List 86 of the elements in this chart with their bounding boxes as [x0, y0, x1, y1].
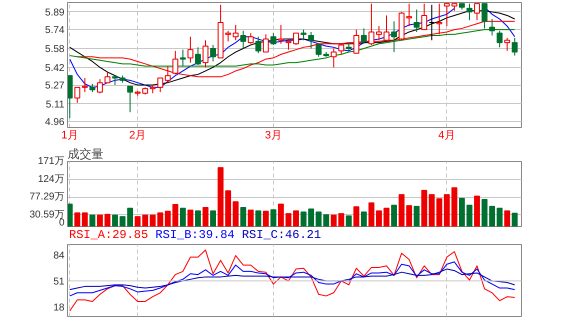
candlestick — [504, 37, 510, 52]
candlestick — [391, 20, 397, 53]
bar — [202, 206, 208, 226]
y-tick-label: 4.96 — [45, 117, 65, 128]
candlestick — [278, 24, 284, 44]
candlestick — [482, 3, 488, 29]
bar — [187, 210, 194, 226]
bar — [414, 206, 420, 226]
y-tick-label: 0 — [58, 218, 65, 228]
bar — [270, 209, 276, 226]
y-tick-label: 84 — [53, 250, 65, 262]
bar — [195, 210, 201, 226]
bar — [512, 212, 518, 226]
x-tick-label: 3月 — [264, 130, 282, 142]
candlestick — [195, 46, 201, 66]
candlestick — [496, 30, 503, 48]
candlestick — [270, 32, 276, 46]
bar — [330, 214, 337, 226]
bar — [428, 194, 435, 226]
bar — [346, 215, 352, 226]
y-tick-label: 171万 — [38, 156, 65, 167]
candlestick — [414, 9, 420, 32]
candlestick — [157, 77, 164, 93]
candlestick — [240, 30, 246, 49]
bar — [255, 210, 262, 226]
line-series — [69, 250, 516, 312]
series-label: RSI_B:39.84 — [155, 228, 235, 242]
candlestick — [210, 44, 216, 62]
candlestick — [421, 3, 428, 30]
candlestick — [180, 49, 186, 67]
candlestick — [164, 66, 171, 84]
candlestick — [202, 40, 208, 68]
candlestick — [489, 18, 496, 36]
bar — [240, 206, 246, 226]
candlestick — [474, 3, 480, 21]
y-tick-label: 30.59万 — [29, 209, 65, 220]
candlestick — [127, 86, 134, 113]
x-tick-label: 1月 — [61, 130, 78, 142]
x-tick-label: 2月 — [129, 130, 146, 142]
x-tick-label: 4月 — [438, 130, 456, 142]
candlestick — [512, 37, 518, 56]
y-tick-label: 5.58 — [45, 44, 65, 55]
y-tick-label: 18 — [53, 302, 65, 314]
bar — [474, 196, 480, 226]
candlestick — [172, 50, 178, 75]
candlestick — [466, 3, 472, 21]
candlestick — [112, 75, 118, 86]
y-tick-label: 5.42 — [45, 62, 65, 74]
bar — [338, 213, 344, 226]
bar — [150, 214, 156, 226]
y-tick-label: 5.74 — [45, 25, 65, 36]
bar — [210, 210, 216, 226]
y-tick-label: 5.11 — [46, 99, 65, 110]
bar — [504, 210, 510, 226]
bar — [262, 210, 269, 226]
candlestick — [248, 32, 254, 44]
line-series — [69, 261, 516, 296]
candlestick — [300, 29, 306, 41]
bar — [391, 204, 397, 226]
bar — [157, 212, 164, 226]
bar — [180, 208, 186, 226]
bar — [421, 190, 428, 226]
y-tick-label: 5.89 — [45, 7, 65, 18]
candlestick — [262, 34, 269, 53]
y-tick-label: 124万 — [38, 174, 65, 185]
bar — [436, 198, 442, 226]
candlestick — [436, 3, 442, 35]
y-tick-label: 5.27 — [45, 80, 65, 92]
bar — [248, 210, 254, 226]
candlestick — [353, 29, 360, 54]
candlestick — [308, 31, 314, 49]
bar — [353, 206, 360, 226]
bar — [360, 212, 367, 226]
candlestick — [360, 28, 367, 44]
candlestick — [316, 43, 322, 58]
line-series — [69, 268, 516, 290]
candlestick — [187, 36, 194, 64]
candlestick — [255, 36, 262, 54]
candlestick — [338, 43, 344, 55]
bar — [89, 214, 96, 226]
text: RSI_A:29.85 — [69, 228, 148, 242]
text: RSI_C:46.21 — [242, 228, 322, 242]
candlestick — [330, 48, 337, 68]
chart-title: 成交量 — [68, 147, 104, 161]
y-tick-label: 51 — [53, 276, 65, 288]
y-tick-label: 77.29万 — [29, 192, 65, 203]
